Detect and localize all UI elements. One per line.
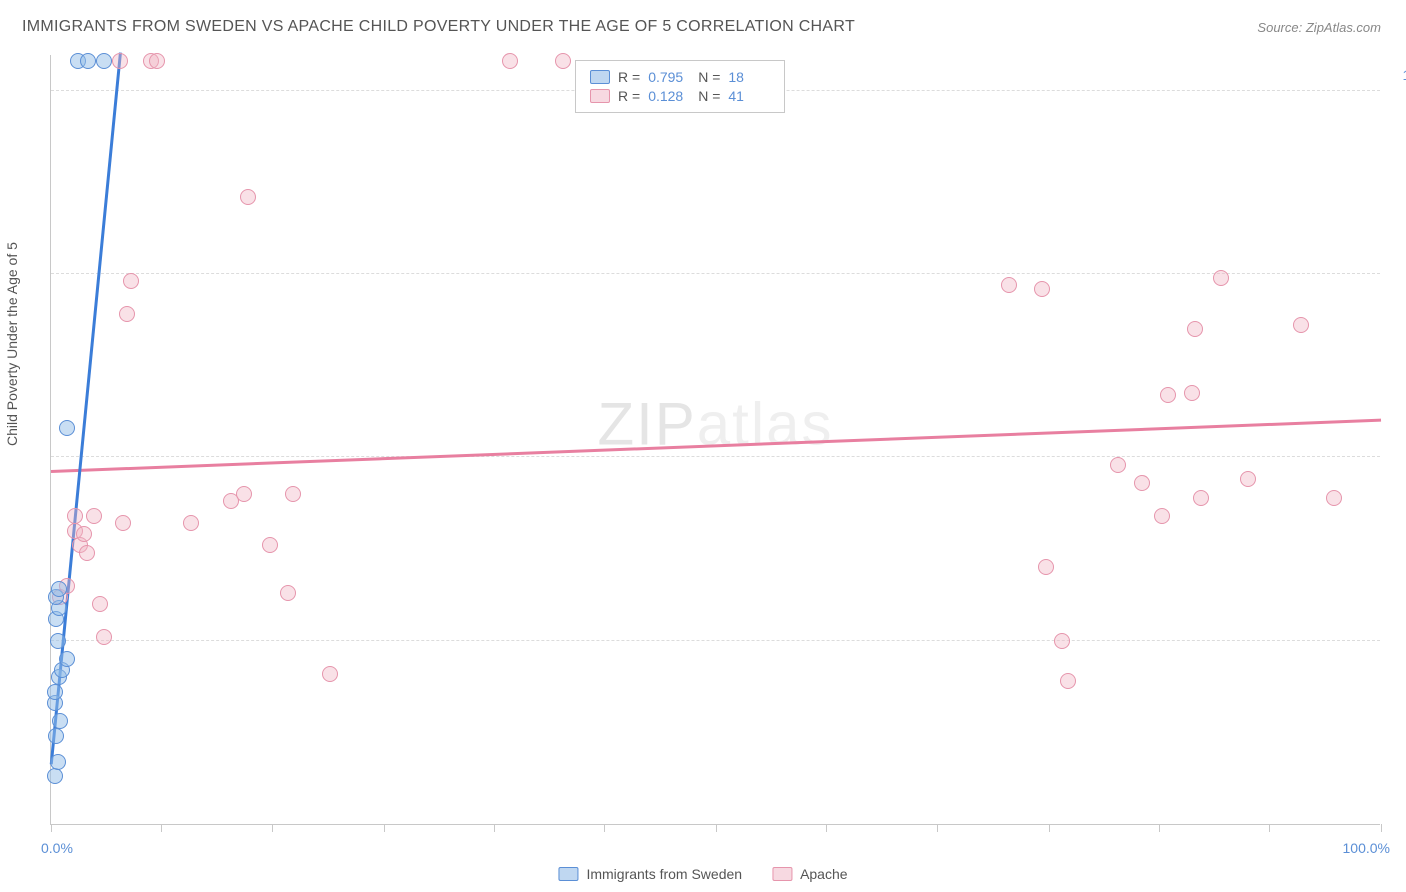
gridline <box>51 640 1380 641</box>
x-tick <box>1269 824 1270 832</box>
x-tick <box>161 824 162 832</box>
data-point <box>59 651 75 667</box>
data-point <box>1293 317 1309 333</box>
data-point <box>1154 508 1170 524</box>
data-point <box>1034 281 1050 297</box>
data-point <box>86 508 102 524</box>
data-point <box>285 486 301 502</box>
gridline <box>51 456 1380 457</box>
data-point <box>1240 471 1256 487</box>
data-point <box>96 629 112 645</box>
r-label: R = <box>618 88 640 104</box>
data-point <box>67 508 83 524</box>
data-point <box>47 684 63 700</box>
data-point <box>50 754 66 770</box>
legend-item-blue: Immigrants from Sweden <box>558 866 742 882</box>
data-point <box>502 53 518 69</box>
plot-area: ZIPatlas 25.0%50.0%75.0%100.0%0.0%100.0% <box>50 55 1380 825</box>
n-value-blue: 18 <box>728 69 770 85</box>
data-point <box>123 273 139 289</box>
x-tick <box>384 824 385 832</box>
x-tick <box>272 824 273 832</box>
n-value-pink: 41 <box>728 88 770 104</box>
data-point <box>1054 633 1070 649</box>
correlation-legend: R = 0.795 N = 18 R = 0.128 N = 41 <box>575 60 785 113</box>
swatch-pink-icon <box>772 867 792 881</box>
r-value-blue: 0.795 <box>648 69 690 85</box>
data-point <box>149 53 165 69</box>
n-label: N = <box>698 88 720 104</box>
data-point <box>48 728 64 744</box>
swatch-blue-icon <box>558 867 578 881</box>
data-point <box>1110 457 1126 473</box>
data-point <box>50 633 66 649</box>
data-point <box>1038 559 1054 575</box>
legend-row-pink: R = 0.128 N = 41 <box>590 88 770 104</box>
x-tick <box>604 824 605 832</box>
data-point <box>112 53 128 69</box>
source-attribution: Source: ZipAtlas.com <box>1257 20 1381 35</box>
x-tick <box>1049 824 1050 832</box>
x-tick <box>716 824 717 832</box>
chart-container: IMMIGRANTS FROM SWEDEN VS APACHE CHILD P… <box>0 0 1406 892</box>
x-tick <box>937 824 938 832</box>
series-legend: Immigrants from Sweden Apache <box>558 866 847 882</box>
x-tick <box>1381 824 1382 832</box>
data-point <box>555 53 571 69</box>
legend-item-pink: Apache <box>772 866 847 882</box>
data-point <box>52 713 68 729</box>
trend-line <box>51 418 1381 472</box>
watermark-light: atlas <box>697 391 834 458</box>
data-point <box>280 585 296 601</box>
legend-label-blue: Immigrants from Sweden <box>586 866 742 882</box>
gridline <box>51 273 1380 274</box>
data-point <box>1213 270 1229 286</box>
data-point <box>1187 321 1203 337</box>
y-tick-label: 25.0% <box>1390 617 1406 633</box>
data-point <box>262 537 278 553</box>
data-point <box>1193 490 1209 506</box>
x-tick <box>826 824 827 832</box>
y-axis-label: Child Poverty Under the Age of 5 <box>4 242 20 446</box>
x-tick-label-min: 0.0% <box>41 840 73 856</box>
chart-title: IMMIGRANTS FROM SWEDEN VS APACHE CHILD P… <box>22 18 855 36</box>
data-point <box>1160 387 1176 403</box>
data-point <box>1326 490 1342 506</box>
data-point <box>322 666 338 682</box>
data-point <box>183 515 199 531</box>
data-point <box>119 306 135 322</box>
data-point <box>236 486 252 502</box>
source-label: Source: <box>1257 20 1302 35</box>
x-tick <box>1159 824 1160 832</box>
x-tick <box>494 824 495 832</box>
swatch-pink-icon <box>590 89 610 103</box>
data-point <box>240 189 256 205</box>
y-tick-label: 50.0% <box>1390 433 1406 449</box>
data-point <box>1001 277 1017 293</box>
x-tick-label-max: 100.0% <box>1343 840 1390 856</box>
data-point <box>51 581 67 597</box>
x-tick <box>51 824 52 832</box>
source-value: ZipAtlas.com <box>1306 20 1381 35</box>
data-point <box>59 420 75 436</box>
swatch-blue-icon <box>590 70 610 84</box>
data-point <box>80 53 96 69</box>
data-point <box>47 768 63 784</box>
data-point <box>115 515 131 531</box>
legend-row-blue: R = 0.795 N = 18 <box>590 69 770 85</box>
n-label: N = <box>698 69 720 85</box>
r-label: R = <box>618 69 640 85</box>
data-point <box>1060 673 1076 689</box>
data-point <box>96 53 112 69</box>
data-point <box>79 545 95 561</box>
y-tick-label: 100.0% <box>1390 67 1406 83</box>
data-point <box>1184 385 1200 401</box>
y-tick-label: 75.0% <box>1390 250 1406 266</box>
r-value-pink: 0.128 <box>648 88 690 104</box>
data-point <box>76 526 92 542</box>
data-point <box>92 596 108 612</box>
legend-label-pink: Apache <box>800 866 847 882</box>
data-point <box>1134 475 1150 491</box>
